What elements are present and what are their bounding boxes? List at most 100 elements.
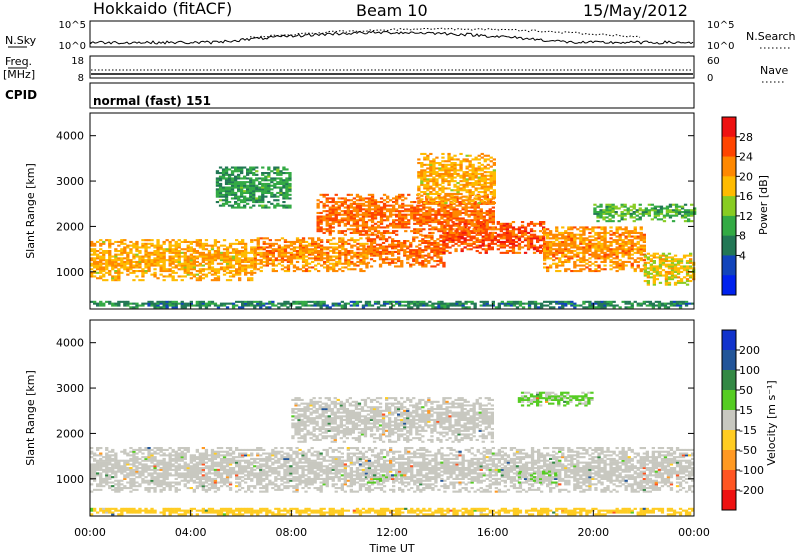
power-cell (459, 152, 463, 155)
power-cell (505, 237, 510, 240)
power-cell (379, 211, 384, 214)
power-cell (218, 190, 223, 193)
power-cell (325, 224, 329, 227)
power-cell (476, 224, 480, 227)
power-cell (323, 253, 327, 256)
power-cell (227, 191, 232, 194)
power-cell (425, 206, 429, 209)
power-cell (433, 265, 437, 268)
power-cell (331, 226, 335, 229)
power-cell (376, 300, 381, 303)
power-cell (627, 248, 631, 251)
power-cell (246, 170, 250, 173)
power-cell (186, 244, 190, 247)
power-cell (496, 240, 500, 243)
power-cell (468, 196, 472, 199)
power-cell (620, 216, 624, 219)
power-cell (473, 210, 477, 213)
power-cell (464, 300, 468, 303)
power-cell (231, 273, 236, 276)
power-cell (325, 204, 329, 207)
power-cell (564, 235, 568, 238)
power-cell (397, 252, 401, 255)
power-cell (286, 259, 291, 262)
power-cell (99, 271, 103, 274)
power-cell (410, 230, 414, 233)
power-cell (437, 213, 441, 216)
power-cell (615, 264, 619, 267)
power-cell (114, 279, 118, 282)
power-cell (271, 264, 275, 267)
power-cell (395, 233, 399, 236)
power-cell (552, 235, 556, 238)
power-cell (549, 248, 553, 251)
power-cell (482, 217, 486, 220)
power-cell (579, 233, 583, 236)
power-cell (682, 254, 687, 257)
power-cell (93, 266, 97, 269)
power-cell (492, 194, 496, 197)
power-cell (224, 191, 229, 194)
power-cell (102, 279, 106, 282)
power-cell (639, 250, 643, 253)
power-cell (552, 237, 556, 240)
power-cell (168, 255, 172, 258)
power-cell (468, 189, 472, 192)
nsky-right-bottom: 10^0 (707, 41, 734, 52)
beam-title: Beam 10 (356, 1, 428, 20)
power-cell (651, 304, 655, 307)
power-cell (201, 300, 205, 303)
power-cell (463, 230, 467, 233)
power-cell (429, 174, 433, 177)
power-cell (271, 255, 275, 258)
power-cell (359, 244, 363, 247)
power-cell (483, 183, 487, 186)
power-cell (276, 177, 280, 180)
power-cell (464, 221, 468, 224)
power-cell (506, 302, 511, 305)
power-cell (201, 302, 205, 305)
power-cell (451, 244, 455, 247)
power-cell (489, 156, 493, 159)
power-cell (517, 231, 522, 234)
power-cell (555, 248, 559, 251)
power-cell (262, 260, 266, 263)
power-cell (636, 250, 640, 253)
power-cell (664, 281, 669, 284)
power-cell (444, 167, 448, 170)
power-cell (655, 278, 659, 281)
power-cell (171, 271, 175, 274)
power-cell (618, 242, 622, 245)
power-cell (403, 240, 407, 243)
power-cell (685, 261, 690, 264)
power-cell (249, 191, 253, 194)
power-cell (344, 259, 348, 262)
power-cell (375, 254, 380, 257)
power-cell (443, 230, 447, 233)
power-cell (687, 220, 691, 223)
power-cell (517, 237, 522, 240)
power-cell (646, 280, 650, 283)
power-cell (488, 221, 492, 224)
power-cell (413, 206, 417, 209)
power-cell (222, 239, 227, 242)
power-cell (244, 264, 248, 267)
power-cell (680, 211, 685, 214)
power-cell (344, 240, 348, 243)
power-cell (120, 240, 124, 243)
power-cell (403, 252, 407, 255)
power-cell (392, 304, 396, 307)
power-cell (438, 192, 442, 195)
power-cell (609, 268, 613, 271)
power-cell (252, 193, 256, 196)
power-cell (532, 233, 537, 236)
power-cell (689, 252, 693, 255)
power-cell (526, 235, 531, 238)
nsearch-series (249, 27, 641, 39)
power-cell (490, 246, 494, 249)
power-cell (652, 274, 656, 277)
power-cell (189, 264, 193, 267)
power-cell (174, 251, 178, 254)
power-cell (452, 210, 456, 213)
power-cell (93, 242, 97, 245)
